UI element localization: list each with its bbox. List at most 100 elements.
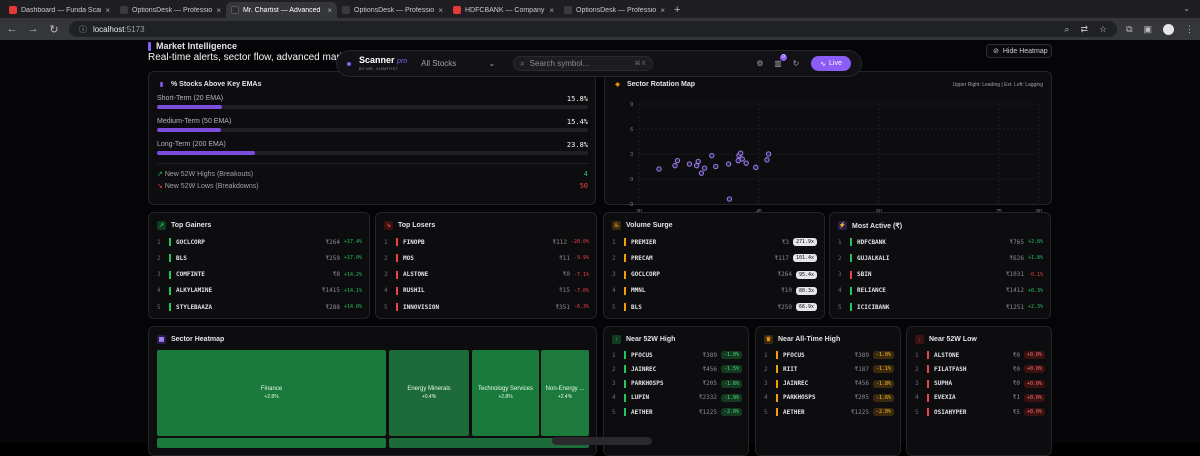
card-header: ↘ Top Losers <box>384 221 435 230</box>
settings-gear-icon[interactable]: ⚙ <box>756 59 764 68</box>
list-row[interactable]: 4 ALKYLAMINE ₹1415 +14.1% <box>157 286 362 296</box>
list-row[interactable]: 5 AETHER ₹1225 -2.0% <box>764 407 894 417</box>
close-icon[interactable]: × <box>660 5 665 15</box>
list-row[interactable]: 5 OSIAHYPER ₹5 +0.0% <box>915 407 1045 417</box>
row-change: +14.0% <box>343 304 362 311</box>
row-accent-bar <box>396 254 398 263</box>
hide-heatmap-button[interactable]: ⊘ Hide Heatmap <box>986 44 1052 58</box>
bookmark-star-icon[interactable]: ☆ <box>1098 23 1108 34</box>
row-volume-multiple: 80.3x <box>795 286 817 295</box>
list-row[interactable]: 1 HDFCBANK ₹765 +2.8% <box>838 237 1043 247</box>
list-row[interactable]: 2 GUJALKALI ₹626 +1.8% <box>838 253 1043 263</box>
list-row[interactable]: 1 PREMIER ₹3 271.9x <box>612 237 817 247</box>
compass-icon: ◈ <box>615 82 620 88</box>
list-row[interactable]: 4 PARKHOSPS ₹205 -1.6% <box>764 393 894 403</box>
list-row[interactable]: 3 GOCLCORP ₹264 95.4x <box>612 270 817 280</box>
heatmap-tile[interactable]: Non-Energy ... +2.4% <box>541 350 589 436</box>
accent-bar <box>148 41 151 51</box>
list-row[interactable]: 2 FILATFASH ₹0 +0.0% <box>915 364 1045 374</box>
row-change: +2.8% <box>1027 239 1043 245</box>
list-row[interactable]: 4 RELIANCE ₹1412 +0.3% <box>838 286 1043 296</box>
profile-avatar[interactable] <box>1163 23 1175 35</box>
row-volume-multiple: 95.4x <box>795 270 817 279</box>
flame-icon: ♨ <box>612 221 621 230</box>
row-symbol: RIIT <box>783 365 798 373</box>
row-rank: 3 <box>384 271 388 279</box>
row-change: +14.2% <box>343 271 362 278</box>
search-input[interactable]: ⌕ Search symbol... ⌘ K <box>513 56 654 71</box>
sidepanel-icon[interactable]: ▣ <box>1143 23 1153 34</box>
list-row[interactable]: 3 SBIN ₹1031 -0.1% <box>838 270 1043 280</box>
new-highs-row: ↗ New 52W Highs (Breakouts) 4 <box>157 170 588 178</box>
rotation-header: ◈ Sector Rotation Map <box>613 80 695 89</box>
row-distance: -1.6% <box>872 393 894 402</box>
list-row[interactable]: 3 SUPHA ₹0 +0.0% <box>915 379 1045 389</box>
list-row[interactable]: 4 LUPIN ₹2332 -1.9% <box>612 393 742 403</box>
site-info-icon[interactable]: ⓘ <box>78 24 87 34</box>
back-icon[interactable]: ← <box>6 23 18 35</box>
ema-label: Medium-Term (50 EMA) <box>157 118 232 125</box>
browser-tab[interactable]: OptionsDesk — Professional N× <box>115 2 226 18</box>
list-row[interactable]: 1 ALSTONE ₹0 +0.0% <box>915 350 1045 360</box>
list-row[interactable]: 1 PFOCUS ₹389 -1.0% <box>764 350 894 360</box>
list-row[interactable]: 1 GOCLCORP ₹264 +17.4% <box>157 237 362 247</box>
live-button[interactable]: ∿ Live <box>811 56 851 71</box>
close-icon[interactable]: × <box>216 5 221 15</box>
list-row[interactable]: 3 ALSTONE ₹0 -7.1% <box>384 270 589 280</box>
heatmap-tile[interactable] <box>157 438 386 448</box>
new-tab-button[interactable]: + <box>674 4 681 16</box>
cart-icon[interactable]: ▥ 0 <box>773 54 787 68</box>
close-icon[interactable]: × <box>438 5 443 15</box>
list-row[interactable]: 2 PRECAM ₹117 101.4x <box>612 253 817 263</box>
list-row[interactable]: 5 INNOVISION ₹351 -6.3% <box>384 302 589 312</box>
list-row[interactable]: 4 RUSHIL ₹15 -7.0% <box>384 286 589 296</box>
close-icon[interactable]: × <box>549 5 554 15</box>
forward-icon[interactable]: → <box>27 23 39 35</box>
list-row[interactable]: 2 RIIT ₹187 -1.1% <box>764 364 894 374</box>
address-bar[interactable]: ⓘ localhost:5173 ⌕ ⇄ ☆ <box>68 21 1118 37</box>
browser-tab[interactable]: OptionsDesk — Professional N× <box>559 2 670 18</box>
list-row[interactable]: 5 BLS ₹259 66.9x <box>612 302 817 312</box>
list-row[interactable]: 1 FINOPB ₹112 -20.0% <box>384 237 589 247</box>
heatmap-tile[interactable]: Finance +2.8% <box>157 350 386 436</box>
row-symbol: ALKYLAMINE <box>176 287 213 295</box>
zoom-icon[interactable]: ⌕ <box>1064 23 1070 34</box>
list-row[interactable]: 4 EVEXIA ₹1 +0.0% <box>915 393 1045 403</box>
tab-title: HDFCBANK — Company Detail <box>465 6 545 14</box>
row-price: ₹0 <box>1012 365 1020 373</box>
list-row[interactable]: 2 BLS ₹259 +17.0% <box>157 253 362 263</box>
list-row[interactable]: 3 JAINREC ₹456 -1.8% <box>764 379 894 389</box>
list-row[interactable]: 1 PFOCUS ₹389 -1.0% <box>612 350 742 360</box>
menu-icon[interactable]: ⋮ <box>1185 23 1195 34</box>
refresh-icon[interactable]: ↻ <box>792 59 800 68</box>
row-rank: 3 <box>838 271 842 279</box>
universe-select[interactable]: All Stocks ⌄ <box>421 59 495 68</box>
list-row[interactable]: 2 MOS ₹11 -9.9% <box>384 253 589 263</box>
row-change: +17.4% <box>343 239 362 245</box>
extensions-icon[interactable]: ⧉ <box>1126 23 1133 34</box>
list-row[interactable]: 2 JAINREC ₹456 -1.5% <box>612 364 742 374</box>
list-row[interactable]: 3 PARKHOSPS ₹205 -1.6% <box>612 379 742 389</box>
chevron-down-icon[interactable]: ⌄ <box>1183 4 1190 13</box>
heatmap-tile[interactable]: Technology Services +2.8% <box>472 350 539 436</box>
browser-tab[interactable]: HDFCBANK — Company Detail × <box>448 2 559 18</box>
ema-track <box>157 128 588 132</box>
row-rank: 5 <box>764 408 768 416</box>
translate-icon[interactable]: ⇄ <box>1080 23 1088 34</box>
close-icon[interactable]: × <box>105 5 110 15</box>
list-row[interactable]: 5 ICICIBANK ₹1251 +2.3% <box>838 302 1043 312</box>
heatmap-tile[interactable]: Energy Minerals +0.4% <box>389 350 469 436</box>
row-accent-bar <box>169 254 171 263</box>
list-row[interactable]: 4 MMNL ₹10 80.3x <box>612 286 817 296</box>
row-symbol: HDFCBANK <box>857 238 886 246</box>
list-row[interactable]: 5 AETHER ₹1225 -2.0% <box>612 407 742 417</box>
browser-tab-active[interactable]: Mr. Chartist — Advanced Stock × <box>226 2 337 18</box>
browser-tab[interactable]: OptionsDesk — Professional N× <box>337 2 448 18</box>
close-icon[interactable]: × <box>327 5 332 15</box>
scanner-brand[interactable]: Scanner pro BY MR. CHARTIST <box>359 56 407 71</box>
list-row[interactable]: 5 STYLEBAAZA ₹288 +14.0% <box>157 302 362 312</box>
browser-tab[interactable]: Dashboard — Funda Scanner × <box>4 2 115 18</box>
arrow-down-icon: ↓ <box>915 335 924 344</box>
list-row[interactable]: 3 COMFINTE ₹8 +14.2% <box>157 270 362 280</box>
reload-icon[interactable]: ↻ <box>49 23 59 36</box>
